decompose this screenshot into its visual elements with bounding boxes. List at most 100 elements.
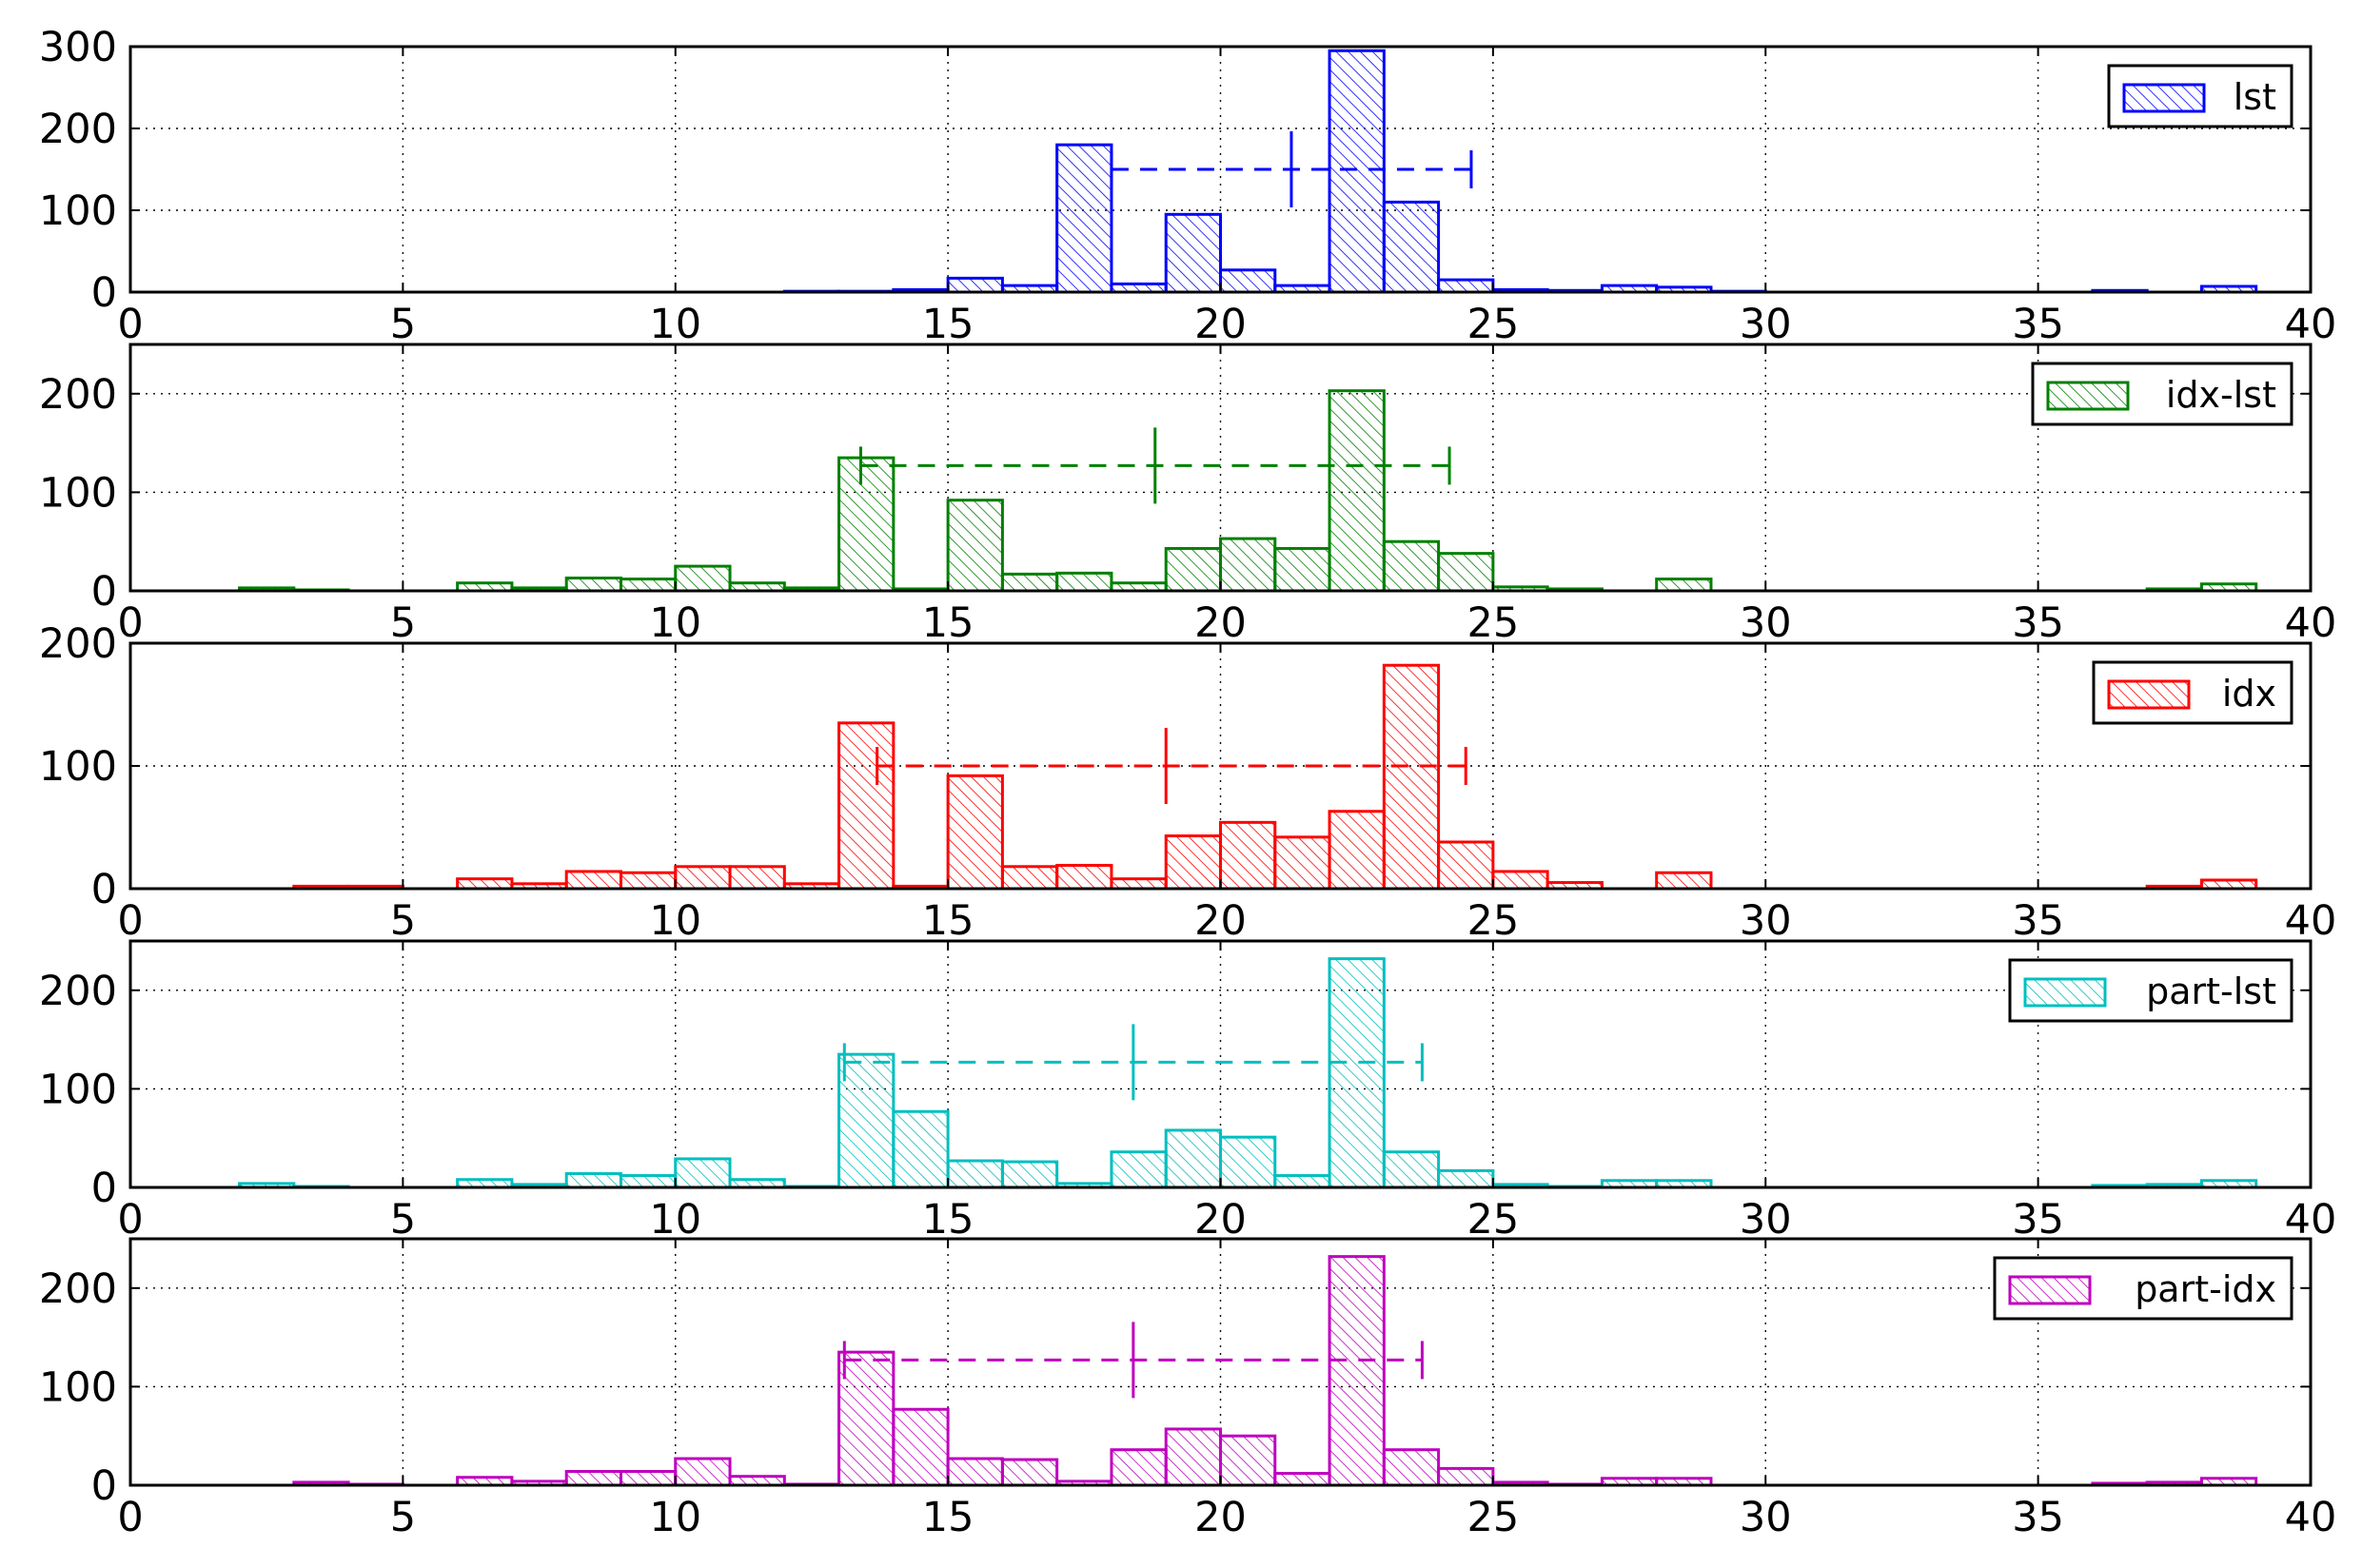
legend: idx xyxy=(2092,660,2293,725)
y-tick-label: 200 xyxy=(39,371,117,419)
x-tick-label: 40 xyxy=(2285,1494,2337,1541)
x-tick-label: 10 xyxy=(649,1196,701,1244)
histogram-bar xyxy=(1382,663,1441,891)
histogram-bar xyxy=(1328,810,1386,891)
x-tick-label: 35 xyxy=(2012,599,2064,647)
histogram-bar xyxy=(1055,863,1113,891)
histogram-bar xyxy=(1110,1150,1168,1189)
histogram-bar xyxy=(1000,572,1059,593)
panel-part-idx: 0 5 10 15 20 25 30 35 40 0 100 200 part-idx xyxy=(39,1237,2337,1541)
x-tick-label: 25 xyxy=(1467,599,1520,647)
x-tick-label: 40 xyxy=(2285,897,2337,945)
y-tick-label: 0 xyxy=(91,866,117,913)
x-tick-label: 25 xyxy=(1467,1196,1520,1244)
histogram-bar xyxy=(674,1457,732,1487)
x-tick-label: 15 xyxy=(922,1196,974,1244)
x-tick-label: 30 xyxy=(1740,599,1792,647)
panel-part-lst: 0 5 10 15 20 25 30 35 40 0 100 200 part-lst xyxy=(39,939,2336,1244)
y-tick-label: 100 xyxy=(39,1363,117,1411)
histogram-bar xyxy=(1164,1128,1222,1189)
histogram-bar xyxy=(837,456,896,593)
histogram-bar xyxy=(564,1171,622,1189)
histogram-bar xyxy=(456,877,514,891)
x-tick-label: 40 xyxy=(2285,599,2337,647)
x-tick-label: 35 xyxy=(2012,1196,2064,1244)
histogram-bar xyxy=(564,1469,622,1487)
histogram-bar xyxy=(946,774,1004,891)
y-tick-label: 200 xyxy=(39,106,117,153)
histogram-bar xyxy=(837,1052,896,1189)
y-tick-label: 100 xyxy=(39,1066,117,1113)
x-tick-label: 10 xyxy=(649,897,701,945)
histogram-bar xyxy=(1655,871,1713,891)
x-tick-label: 10 xyxy=(649,301,701,348)
x-tick-label: 0 xyxy=(117,1494,143,1541)
x-tick-label: 5 xyxy=(390,1196,416,1244)
histogram-bar xyxy=(1382,1448,1441,1487)
histogram-bar xyxy=(1219,1135,1277,1189)
histogram-bar xyxy=(564,577,622,593)
x-tick-label: 10 xyxy=(649,599,701,647)
histogram-bar xyxy=(892,1407,950,1487)
histogram-bar xyxy=(1382,1150,1441,1189)
histogram-bar xyxy=(1382,539,1441,593)
x-tick-label: 5 xyxy=(390,897,416,945)
histogram-bar xyxy=(1437,278,1495,294)
histogram-bar xyxy=(1328,389,1386,593)
x-tick-label: 25 xyxy=(1467,1494,1520,1541)
x-tick-label: 5 xyxy=(390,599,416,647)
x-tick-label: 35 xyxy=(2012,897,2064,945)
x-tick-label: 15 xyxy=(922,897,974,945)
histogram-bar xyxy=(1055,143,1113,294)
histogram-bar xyxy=(1055,571,1113,593)
histogram-bar xyxy=(674,564,732,593)
x-tick-label: 20 xyxy=(1194,599,1247,647)
panel-lst: 0 5 10 15 20 25 30 35 40 0 100 200 300 lst xyxy=(39,24,2336,348)
histogram-bar xyxy=(1437,840,1495,891)
histogram-bar xyxy=(1328,49,1386,294)
y-tick-label: 100 xyxy=(39,743,117,791)
histogram-bar xyxy=(1382,200,1441,294)
legend: lst xyxy=(2107,64,2293,128)
histogram-bar xyxy=(837,1350,896,1487)
legend-swatch xyxy=(2122,83,2206,113)
y-tick-label: 0 xyxy=(91,1462,117,1510)
y-tick-label: 0 xyxy=(91,568,117,616)
x-tick-label: 15 xyxy=(922,1494,974,1541)
x-tick-label: 0 xyxy=(117,301,143,348)
histogram-bar xyxy=(619,871,678,891)
histogram-bar xyxy=(1164,212,1222,294)
legend-label: idx xyxy=(2222,673,2276,715)
histogram-bar xyxy=(674,865,732,891)
y-tick-label: 200 xyxy=(39,968,117,1015)
panel-idx-lst: 0 5 10 15 20 25 30 35 40 0 100 200 idx-lst xyxy=(39,343,2337,647)
legend-swatch xyxy=(2107,679,2191,710)
x-tick-label: 15 xyxy=(922,599,974,647)
x-tick-label: 20 xyxy=(1194,1196,1247,1244)
x-tick-label: 20 xyxy=(1194,897,1247,945)
histogram-bar xyxy=(1219,820,1277,891)
y-tick-label: 0 xyxy=(91,269,117,317)
legend: idx-lst xyxy=(2031,362,2293,426)
y-tick-label: 300 xyxy=(39,24,117,71)
histogram-bar xyxy=(1273,1174,1331,1189)
x-tick-label: 30 xyxy=(1740,1494,1792,1541)
x-tick-label: 15 xyxy=(922,301,974,348)
histogram-bar xyxy=(946,1457,1004,1487)
legend: part-lst xyxy=(2008,958,2293,1023)
legend-label: idx-lst xyxy=(2166,374,2276,416)
y-tick-label: 100 xyxy=(39,469,117,517)
histogram-bar xyxy=(892,1109,950,1189)
histogram-bar xyxy=(1328,1255,1386,1487)
histogram-bar xyxy=(1437,1168,1495,1189)
x-tick-label: 30 xyxy=(1740,1196,1792,1244)
histogram-bar xyxy=(1000,865,1059,891)
x-tick-label: 30 xyxy=(1740,301,1792,348)
histogram-bar xyxy=(1491,870,1549,891)
legend-swatch xyxy=(2046,381,2130,411)
y-tick-label: 100 xyxy=(39,187,117,235)
legend-label: part-lst xyxy=(2146,970,2276,1012)
x-tick-label: 0 xyxy=(117,599,143,647)
